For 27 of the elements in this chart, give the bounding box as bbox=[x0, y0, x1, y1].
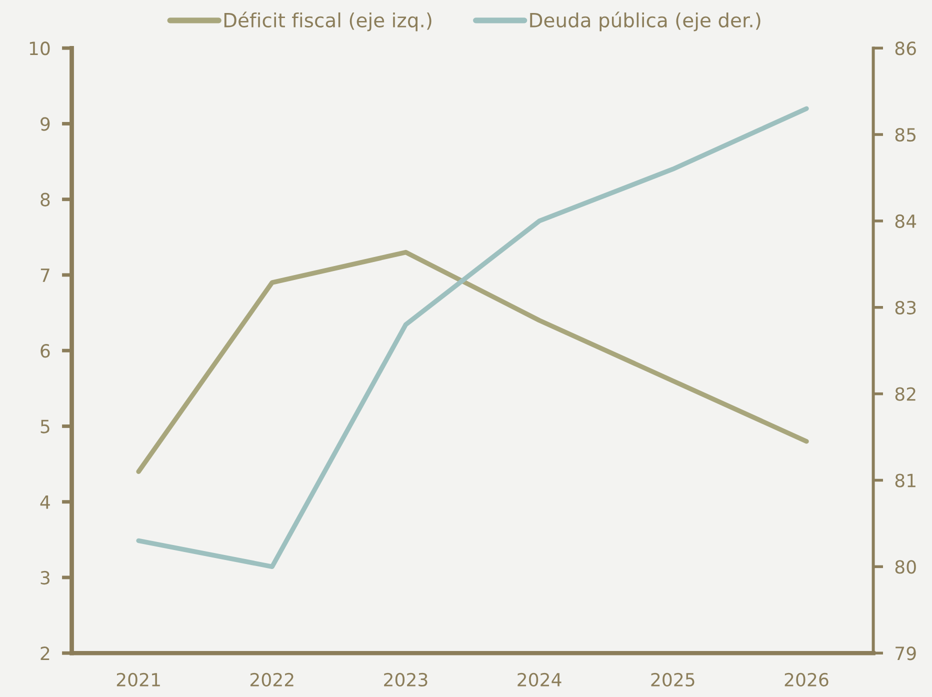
y2-tick-label: 83 bbox=[895, 300, 916, 314]
y2-tick-label: 84 bbox=[895, 214, 916, 228]
y-tick-label: 8 bbox=[40, 192, 50, 206]
y-tick-label: 7 bbox=[40, 268, 50, 282]
x-tick-label: 2021 bbox=[116, 672, 160, 687]
y-tick-label: 6 bbox=[40, 344, 50, 358]
y-tick-label: 2 bbox=[40, 646, 50, 660]
y-tick-label: 3 bbox=[40, 570, 50, 585]
legend-label: Déficit fiscal (eje izq.) bbox=[224, 12, 432, 32]
legend-label: Deuda pública (eje der.) bbox=[530, 12, 760, 32]
y-tick-label: 4 bbox=[40, 496, 50, 509]
y2-tick-label: 85 bbox=[895, 128, 916, 142]
y2-tick-label: 80 bbox=[895, 560, 916, 574]
y2-tick-label: 86 bbox=[895, 42, 916, 56]
x-tick-label: 2026 bbox=[784, 672, 828, 687]
x-tick-label: 2022 bbox=[250, 672, 294, 687]
y-tick-label: 5 bbox=[40, 420, 50, 434]
x-tick-label: 2023 bbox=[384, 672, 428, 687]
y2-tick-label: 79 bbox=[896, 646, 916, 660]
x-tick-label: 2024 bbox=[518, 672, 562, 687]
x-tick-label: 2025 bbox=[651, 672, 694, 687]
y2-tick-label: 81 bbox=[895, 474, 916, 488]
y-tick-label: 10 bbox=[30, 42, 50, 56]
line-series bbox=[136, 106, 809, 570]
line-series bbox=[136, 250, 809, 474]
y-tick-label: 9 bbox=[40, 117, 50, 131]
y2-tick-label: 82 bbox=[895, 387, 916, 401]
